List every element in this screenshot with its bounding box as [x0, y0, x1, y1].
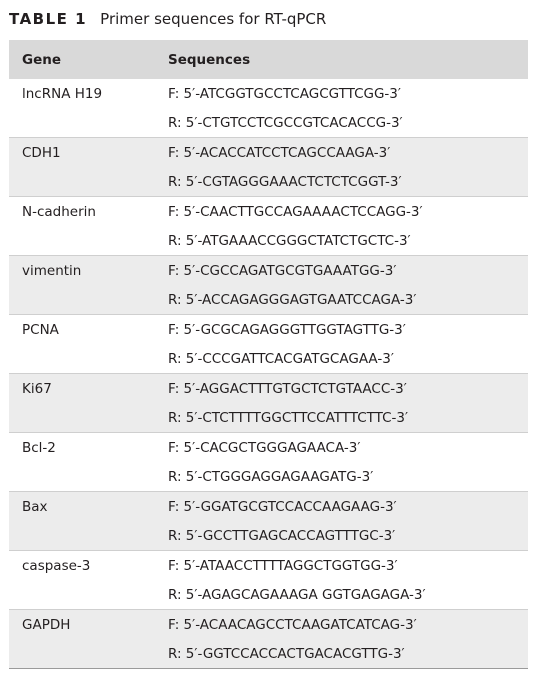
reverse-sequence: R: 5′-ATGAAACCGGGCTATCTGCTC-3′: [168, 232, 411, 249]
gene-name: vimentin: [22, 262, 82, 279]
gene-name: Bax: [22, 498, 48, 515]
table-row: GAPDH F: 5′-ACAACAGCCTCAAGATCATCAG-3′: [9, 610, 528, 639]
table-row: lncRNA H19 F: 5′-ATCGGTGCCTCAGCGTTCGG-3′: [9, 79, 528, 108]
header-gene: Gene: [22, 51, 62, 68]
forward-sequence: F: 5′-CGCCAGATGCGTGAAATGG-3′: [168, 262, 397, 279]
table-row-group: PCNA F: 5′-GCGCAGAGGGTTGGTAGTTG-3′ R: 5′…: [9, 315, 528, 374]
forward-sequence: F: 5′-ACAACAGCCTCAAGATCATCAG-3′: [168, 616, 417, 633]
gene-name: CDH1: [22, 144, 61, 161]
table-row: caspase-3 F: 5′-ATAACCTTTTAGGCTGGTGG-3′: [9, 551, 528, 580]
forward-sequence: F: 5′-GGATGCGTCCACCAAGAAG-3′: [168, 498, 397, 515]
gene-name: caspase-3: [22, 557, 91, 574]
table-row: R: 5′-GCCTTGAGCACCAGTTTGC-3′: [9, 521, 528, 550]
table-row: R: 5′-CTCTTTTGGCTTCCATTTCTTC-3′: [9, 403, 528, 432]
table-label: TABLE 1: [9, 10, 88, 28]
table-row-group: vimentin F: 5′-CGCCAGATGCGTGAAATGG-3′ R:…: [9, 256, 528, 315]
forward-sequence: F: 5′-GCGCAGAGGGTTGGTAGTTG-3′: [168, 321, 406, 338]
table-row: R: 5′-AGAGCAGAAAGA GGTGAGAGA-3′: [9, 580, 528, 609]
forward-sequence: F: 5′-ACACCATCCTCAGCCAAGA-3′: [168, 144, 391, 161]
table-caption: TABLE 1 Primer sequences for RT-qPCR: [9, 8, 326, 30]
table-row-group: GAPDH F: 5′-ACAACAGCCTCAAGATCATCAG-3′ R:…: [9, 610, 528, 668]
reverse-sequence: R: 5′-GGTCCACCACTGACACGTTG-3′: [168, 645, 405, 662]
table-row: R: 5′-CCCGATTCACGATGCAGAA-3′: [9, 344, 528, 373]
gene-name: lncRNA H19: [22, 85, 103, 102]
forward-sequence: F: 5′-CAACTTGCCAGAAAACTCCAGG-3′: [168, 203, 423, 220]
forward-sequence: F: 5′-ATCGGTGCCTCAGCGTTCGG-3′: [168, 85, 401, 102]
reverse-sequence: R: 5′-CTGTCCTCGCCGTCACACCG-3′: [168, 114, 403, 131]
reverse-sequence: R: 5′-GCCTTGAGCACCAGTTTGC-3′: [168, 527, 396, 544]
table-row-group: N-cadherin F: 5′-CAACTTGCCAGAAAACTCCAGG-…: [9, 197, 528, 256]
table-row-group: caspase-3 F: 5′-ATAACCTTTTAGGCTGGTGG-3′ …: [9, 551, 528, 610]
table-row: R: 5′-ACCAGAGGGAGTGAATCCAGA-3′: [9, 285, 528, 314]
table-row: R: 5′-GGTCCACCACTGACACGTTG-3′: [9, 639, 528, 668]
gene-name: Ki67: [22, 380, 52, 397]
table-row-group: Ki67 F: 5′-AGGACTTTGTGCTCTGTAACC-3′ R: 5…: [9, 374, 528, 433]
table-row-group: Bax F: 5′-GGATGCGTCCACCAAGAAG-3′ R: 5′-G…: [9, 492, 528, 551]
table-row: R: 5′-ATGAAACCGGGCTATCTGCTC-3′: [9, 226, 528, 255]
table-bottom-rule: [9, 668, 528, 669]
table-row-group: lncRNA H19 F: 5′-ATCGGTGCCTCAGCGTTCGG-3′…: [9, 79, 528, 138]
forward-sequence: F: 5′-AGGACTTTGTGCTCTGTAACC-3′: [168, 380, 407, 397]
table-row: R: 5′-CTGTCCTCGCCGTCACACCG-3′: [9, 108, 528, 137]
reverse-sequence: R: 5′-ACCAGAGGGAGTGAATCCAGA-3′: [168, 291, 417, 308]
table-title: Primer sequences for RT-qPCR: [100, 10, 327, 28]
table-row: R: 5′-CTGGGAGGAGAAGATG-3′: [9, 462, 528, 491]
table-header: Gene Sequences: [9, 40, 528, 79]
table-row: Ki67 F: 5′-AGGACTTTGTGCTCTGTAACC-3′: [9, 374, 528, 403]
reverse-sequence: R: 5′-CCCGATTCACGATGCAGAA-3′: [168, 350, 394, 367]
table-row: Bcl-2 F: 5′-CACGCTGGGAGAACA-3′: [9, 433, 528, 462]
header-sequences: Sequences: [168, 51, 251, 68]
table-row-group: CDH1 F: 5′-ACACCATCCTCAGCCAAGA-3′ R: 5′-…: [9, 138, 528, 197]
table-row: PCNA F: 5′-GCGCAGAGGGTTGGTAGTTG-3′: [9, 315, 528, 344]
reverse-sequence: R: 5′-AGAGCAGAAAGA GGTGAGAGA-3′: [168, 586, 426, 603]
forward-sequence: F: 5′-CACGCTGGGAGAACA-3′: [168, 439, 361, 456]
forward-sequence: F: 5′-ATAACCTTTTAGGCTGGTGG-3′: [168, 557, 398, 574]
reverse-sequence: R: 5′-CGTAGGGAAACTCTCTCGGT-3′: [168, 173, 402, 190]
table-row-group: Bcl-2 F: 5′-CACGCTGGGAGAACA-3′ R: 5′-CTG…: [9, 433, 528, 492]
gene-name: N-cadherin: [22, 203, 96, 220]
primer-table: Gene Sequences lncRNA H19 F: 5′-ATCGGTGC…: [9, 40, 528, 669]
table-row: Bax F: 5′-GGATGCGTCCACCAAGAAG-3′: [9, 492, 528, 521]
gene-name: PCNA: [22, 321, 59, 338]
table-row: vimentin F: 5′-CGCCAGATGCGTGAAATGG-3′: [9, 256, 528, 285]
table-row: N-cadherin F: 5′-CAACTTGCCAGAAAACTCCAGG-…: [9, 197, 528, 226]
table-row: R: 5′-CGTAGGGAAACTCTCTCGGT-3′: [9, 167, 528, 196]
gene-name: Bcl-2: [22, 439, 56, 456]
reverse-sequence: R: 5′-CTCTTTTGGCTTCCATTTCTTC-3′: [168, 409, 409, 426]
reverse-sequence: R: 5′-CTGGGAGGAGAAGATG-3′: [168, 468, 374, 485]
gene-name: GAPDH: [22, 616, 71, 633]
table-row: CDH1 F: 5′-ACACCATCCTCAGCCAAGA-3′: [9, 138, 528, 167]
